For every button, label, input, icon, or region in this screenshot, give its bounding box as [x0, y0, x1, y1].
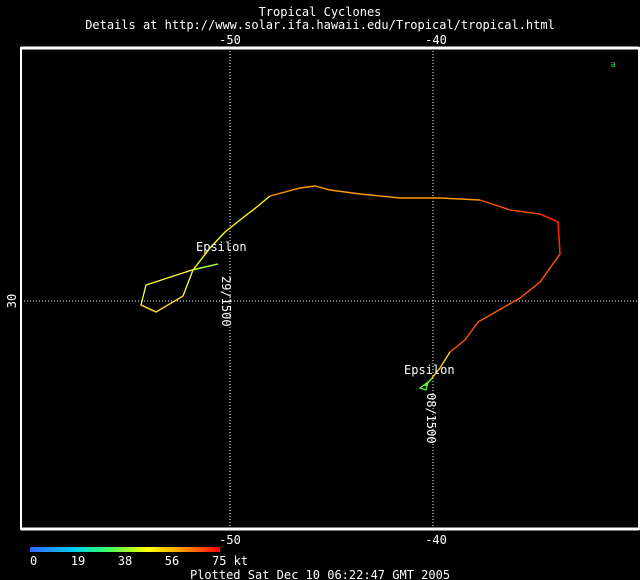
wind-colorbar: [30, 547, 220, 552]
date-label-29-1500: 29/1500: [219, 276, 233, 327]
lon-label-top-40: -40: [425, 33, 447, 47]
storm-label-epsilon-1: Epsilon: [196, 240, 247, 254]
track-epsilon-early-tail: [192, 263, 219, 271]
colorbar-tick-38: 38: [118, 554, 132, 568]
colorbar-tick-19: 19: [71, 554, 85, 568]
lat-label-30: 30: [5, 294, 19, 308]
track-epsilon-yellow: [192, 195, 271, 271]
lon-label-bottom-50: -50: [219, 533, 241, 547]
island-marker: a: [610, 60, 615, 70]
map-frame: [20, 47, 640, 530]
map-subtitle: Details at http://www.solar.ifa.hawaii.e…: [85, 18, 555, 32]
storm-label-epsilon-2: Epsilon: [404, 363, 455, 377]
lon-label-bottom-40: -40: [425, 533, 447, 547]
colorbar-tick-75: 75 kt: [212, 554, 248, 568]
colorbar-tick-0: 0: [30, 554, 37, 568]
storm-symbol-icon: [418, 380, 429, 391]
track-epsilon-early-warm: [140, 295, 184, 313]
track-epsilon-peak: [539, 213, 561, 255]
map-title: Tropical Cyclones: [259, 5, 382, 19]
track-epsilon-early-loop: [140, 263, 219, 313]
track-epsilon-orange: [269, 185, 481, 201]
track-epsilon-red: [449, 199, 561, 353]
lon-label-top-50: -50: [219, 33, 241, 47]
colorbar-tick-56: 56: [165, 554, 179, 568]
date-label-08-1500: 08/1500: [424, 393, 438, 444]
track-epsilon-decay: [431, 351, 451, 379]
plotted-timestamp: Plotted Sat Dec 10 06:22:47 GMT 2005: [190, 568, 450, 580]
